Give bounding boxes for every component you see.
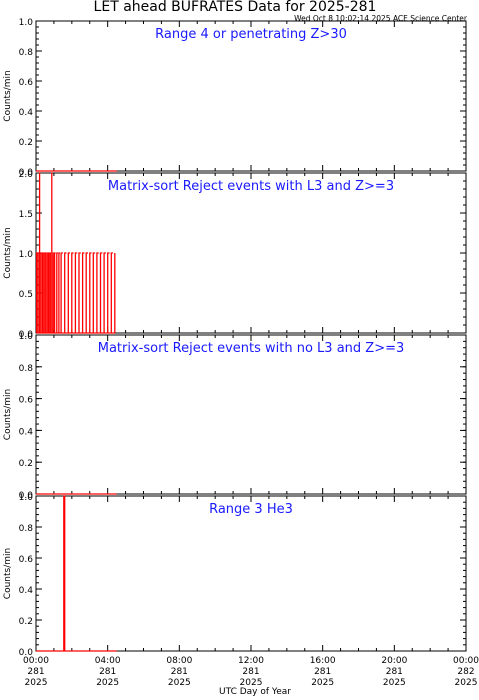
y-tick-label: 1.0 [19, 18, 34, 28]
y-tick-label: 0.8 [19, 524, 34, 534]
x-tick-label: 281 [171, 667, 188, 677]
plot-frame [35, 334, 467, 495]
x-tick-label: 16:00 [310, 656, 336, 666]
x-tick-label: 2025 [96, 678, 119, 688]
y-axis-label: Counts/min [3, 227, 13, 278]
y-tick-label: 2.0 [19, 170, 34, 180]
chart-title: LET ahead BUFRATES Data for 2025-281 [94, 0, 377, 15]
x-tick-label: 281 [314, 667, 331, 677]
x-axis-label: UTC Day of Year [219, 687, 291, 697]
plot-frame [35, 495, 467, 652]
y-axis-label: Counts/min [3, 389, 13, 440]
x-tick-label: 08:00 [166, 656, 192, 666]
chart-panel-4: 0.0 0.2 0.4 0.6 0.8 1.0 Counts/min Range 3 He3 0… [3, 493, 479, 688]
x-tick-label: 2025 [240, 678, 263, 688]
y-tick-label: 0.6 [19, 555, 34, 565]
x-tick-label: 12:00 [238, 656, 264, 666]
y-tick-label: 0.6 [19, 78, 34, 88]
y-tick-label: 1.0 [19, 250, 34, 260]
y-tick-label: 0.2 [19, 138, 33, 148]
x-tick-label: 2025 [383, 678, 406, 688]
y-tick-label: 1.0 [19, 493, 34, 503]
y-tick-label: 0.6 [19, 396, 34, 406]
panel-title: Matrix-sort Reject events with no L3 and… [98, 341, 405, 356]
y-tick-label: 0.0 [19, 648, 34, 658]
y-tick-label: 0.4 [19, 427, 34, 437]
chart-panel-1: 0.0 0.2 0.4 0.6 0.8 1.0 Counts/min Range 4 or p… [3, 18, 467, 178]
y-tick-label: 0.0 [19, 330, 34, 340]
x-tick-label: 20:00 [381, 656, 407, 666]
x-tick-label: 2025 [455, 678, 478, 688]
y-axis-label: Counts/min [3, 548, 13, 599]
data-series-line [36, 495, 117, 652]
y-axis-label: Counts/min [3, 70, 13, 121]
y-tick-label: 0.0 [19, 168, 34, 178]
chart-panels: 0.0 0.2 0.4 0.6 0.8 1.0 Counts/min Range 4 or p… [3, 18, 479, 688]
panel-title: Range 4 or penetrating Z>30 [155, 27, 347, 42]
y-tick-label: 0.2 [19, 459, 33, 469]
x-tick-label: 2025 [168, 678, 191, 688]
x-tick-label: 281 [242, 667, 259, 677]
x-tick-label: 04:00 [95, 656, 121, 666]
y-tick-label: 0.4 [19, 586, 34, 596]
y-tick-label: 0.0 [19, 491, 34, 501]
y-tick-label: 0.4 [19, 108, 34, 118]
x-tick-label: 281 [27, 667, 44, 677]
x-tick-label: 00:00 [453, 656, 479, 666]
plot-frame [35, 20, 467, 172]
y-tick-label: 1.0 [19, 332, 34, 342]
y-tick-label: 1.5 [19, 210, 33, 220]
x-tick-label: 281 [386, 667, 403, 677]
panel-title: Range 3 He3 [209, 502, 293, 517]
x-tick-label: 2025 [311, 678, 334, 688]
y-tick-label: 0.8 [19, 364, 34, 374]
data-series-line [36, 172, 116, 334]
x-tick-label: 2025 [25, 678, 48, 688]
timestamp-label: Wed Oct 8 10:02:14 2025 ACE Science Cent… [294, 14, 468, 23]
chart-panel-3: 0.0 0.2 0.4 0.6 0.8 1.0 Counts/min Matrix-sort … [3, 332, 467, 501]
y-tick-label: 0.5 [19, 290, 33, 300]
panel-title: Matrix-sort Reject events with L3 and Z>… [108, 179, 394, 194]
y-tick-label: 0.8 [19, 48, 34, 58]
x-tick-label: 282 [457, 667, 474, 677]
x-tick-label: 00:00 [23, 656, 49, 666]
chart-panel-2: 0.0 0.5 1.0 1.5 2.0 Counts/min Matrix-sort Rej… [3, 170, 467, 340]
y-tick-label: 0.2 [19, 617, 33, 627]
x-tick-label: 281 [99, 667, 116, 677]
